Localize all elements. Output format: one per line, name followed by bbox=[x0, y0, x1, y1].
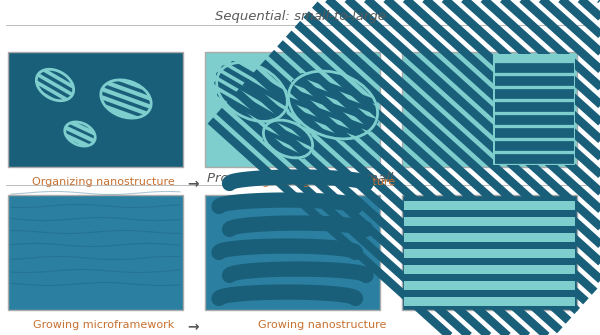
Bar bbox=[8, 52, 183, 167]
Bar bbox=[404, 201, 575, 210]
Bar bbox=[402, 52, 577, 167]
Ellipse shape bbox=[101, 80, 151, 118]
Text: →: → bbox=[187, 177, 199, 191]
Bar bbox=[402, 52, 577, 167]
Text: Organizing microstructure: Organizing microstructure bbox=[250, 177, 395, 187]
Bar bbox=[8, 195, 183, 310]
Bar bbox=[205, 195, 380, 310]
Ellipse shape bbox=[217, 63, 287, 122]
Text: Organizing nanostructure: Organizing nanostructure bbox=[32, 177, 174, 187]
Bar bbox=[404, 249, 575, 258]
Text: →: → bbox=[187, 320, 199, 334]
Text: Growing nanostructure: Growing nanostructure bbox=[259, 320, 386, 330]
Ellipse shape bbox=[37, 69, 74, 101]
Bar bbox=[493, 54, 575, 165]
Bar bbox=[404, 233, 575, 242]
Text: Growing microframework: Growing microframework bbox=[33, 320, 174, 330]
Bar bbox=[402, 195, 577, 310]
Ellipse shape bbox=[289, 71, 377, 139]
Bar bbox=[404, 217, 575, 226]
Bar bbox=[404, 281, 575, 290]
Ellipse shape bbox=[263, 120, 313, 158]
Text: Programmed: large-to-small: Programmed: large-to-small bbox=[207, 172, 393, 185]
Bar bbox=[205, 52, 380, 167]
Bar bbox=[493, 54, 575, 165]
Bar bbox=[404, 297, 575, 306]
Bar bbox=[206, 196, 379, 309]
Text: Sequential: small-to-large: Sequential: small-to-large bbox=[215, 10, 385, 23]
Ellipse shape bbox=[65, 122, 95, 146]
Bar bbox=[404, 265, 575, 274]
